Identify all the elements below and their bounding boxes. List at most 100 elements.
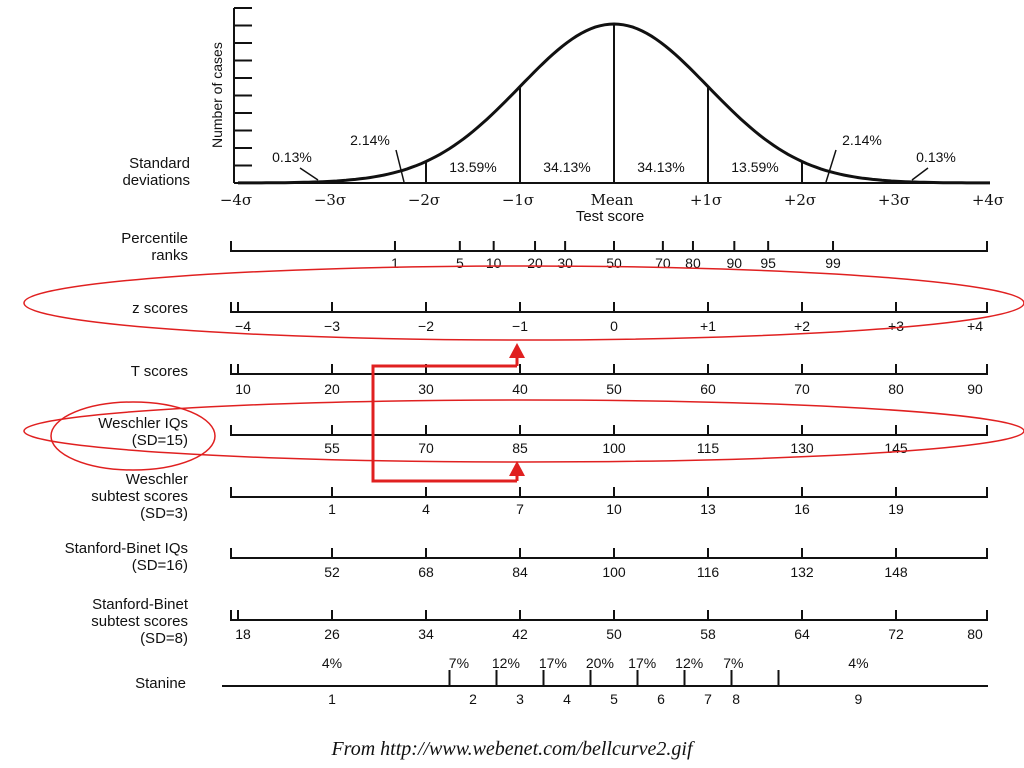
- tail-percent: 2.14%: [842, 132, 882, 148]
- sigma-label: −3σ: [314, 191, 346, 209]
- scale-tick-label: 145: [884, 440, 908, 456]
- scale-tick-label: 90: [967, 381, 983, 397]
- scale-tick-label: 30: [557, 255, 573, 271]
- scale-tick-label: 1: [328, 501, 336, 517]
- pointer-arrow: [911, 167, 929, 181]
- sigma-label: −2σ: [408, 191, 440, 209]
- sigma-label: +2σ: [784, 191, 816, 209]
- scale-tick-label: 42: [512, 626, 528, 642]
- scale-row-label: z scores: [132, 300, 188, 317]
- scale-tick-label: +1: [700, 318, 716, 334]
- sigma-label: Mean: [591, 191, 634, 209]
- scale-tick-label: 80: [685, 255, 701, 271]
- scale-tick-label: 52: [324, 564, 340, 580]
- sd-row-label: Standard: [129, 155, 190, 172]
- scale-row-label: (SD=15): [132, 432, 188, 449]
- scale-row-label: (SD=16): [132, 557, 188, 574]
- scale-tick-label: 64: [794, 626, 810, 642]
- scale-z: −4 −3 −2 −1 0 +1 +2 +3 +4 z scores: [132, 300, 988, 334]
- scale-row-label: subtest scores: [91, 488, 188, 505]
- scale-tick-label: 85: [512, 440, 528, 456]
- stanine-value: 2: [469, 691, 477, 707]
- stanine-value: 1: [328, 691, 336, 707]
- sigma-label: +3σ: [878, 191, 910, 209]
- scale-row-label: Weschler IQs: [98, 415, 188, 432]
- stanine-percent: 20%: [586, 655, 614, 671]
- scale-row-label: T scores: [131, 363, 188, 380]
- tail-percent: 2.14%: [350, 132, 390, 148]
- scale-row-label: (SD=3): [140, 505, 188, 522]
- scale-tick-label: 50: [606, 255, 622, 271]
- scale-tick-label: 132: [790, 564, 814, 580]
- stanine-percent: 17%: [539, 655, 567, 671]
- wechsler-label-highlight-ellipse: [50, 401, 216, 471]
- scale-sb-iq: 52 68 84 100 116 132 148 Stanford-Binet IQs(SD=…: [65, 540, 988, 580]
- stanine-percent: 12%: [492, 655, 520, 671]
- scale-row-label: Percentile: [121, 230, 188, 247]
- scale-tick-label: 20: [527, 255, 543, 271]
- stanine-value: 9: [855, 691, 863, 707]
- scale-tick-label: 70: [418, 440, 434, 456]
- scale-tick-label: 1: [391, 255, 399, 271]
- scale-tick-label: 90: [727, 255, 743, 271]
- scale-tick-label: 50: [606, 381, 622, 397]
- scale-tick-label: 34: [418, 626, 434, 642]
- scale-tick-label: 55: [324, 440, 340, 456]
- stanine-percent: 4%: [848, 655, 868, 671]
- scale-tick-label: 60: [700, 381, 716, 397]
- scale-tick-label: 50: [606, 626, 622, 642]
- scale-sb-subtest: 18 26 34 42 50 58 64 72 80 Stanford-Binetsubtest …: [91, 596, 988, 647]
- scale-tick-label: 4: [422, 501, 430, 517]
- scale-tick-label: 10: [486, 255, 502, 271]
- area-percent: 34.13%: [543, 159, 590, 175]
- scale-tick-label: 80: [967, 626, 983, 642]
- tail-percent: 0.13%: [916, 149, 956, 165]
- scale-tick-label: −4: [235, 318, 251, 334]
- scale-tick-label: 70: [655, 255, 671, 271]
- stanine-percent: 7%: [723, 655, 743, 671]
- stanine-percent: 7%: [449, 655, 469, 671]
- scale-wechsler-iq: 55 70 85 100 115 130 145 Weschler IQs(SD=15): [98, 415, 988, 456]
- scale-tick-label: +2: [794, 318, 810, 334]
- scale-tick-label: 19: [888, 501, 904, 517]
- sigma-label: −1σ: [502, 191, 534, 209]
- scale-tick-label: 130: [790, 440, 814, 456]
- scale-tick-label: 30: [418, 381, 434, 397]
- x-axis-label: Test score: [576, 208, 644, 225]
- red-annotations: [23, 265, 1024, 483]
- scale-tick-label: 148: [884, 564, 908, 580]
- scale-row-label: (SD=8): [140, 630, 188, 647]
- arrow-up-iq: [509, 461, 525, 476]
- pointer-arrow: [825, 149, 837, 183]
- stanine-percent: 4%: [322, 655, 342, 671]
- scale-tick-label: 115: [697, 440, 720, 456]
- scale-tick-label: 80: [888, 381, 904, 397]
- scale-tick-label: 18: [235, 626, 251, 642]
- scale-tick-label: 58: [700, 626, 716, 642]
- scale-tick-label: 10: [235, 381, 251, 397]
- scale-row-label: Stanford-Binet: [92, 596, 189, 613]
- arrow-up-z: [509, 343, 525, 358]
- scale-tick-label: 99: [825, 255, 841, 271]
- sigma-label: +4σ: [972, 191, 1004, 209]
- pointer-arrow: [299, 167, 319, 181]
- stanine-value: 8: [732, 691, 740, 707]
- scale-tick-label: 40: [512, 381, 528, 397]
- stanine-percent: 17%: [628, 655, 656, 671]
- scale-tick-label: 116: [697, 564, 720, 580]
- stanine-value: 6: [657, 691, 665, 707]
- scale-tick-label: 68: [418, 564, 434, 580]
- scale-tick-label: −2: [418, 318, 434, 334]
- area-percent: 13.59%: [449, 159, 496, 175]
- stanine-percent: 12%: [675, 655, 703, 671]
- stanine-value: 5: [610, 691, 618, 707]
- stanine-value: 7: [704, 691, 712, 707]
- scale-tick-label: 95: [760, 255, 776, 271]
- stanine-value: 4: [563, 691, 571, 707]
- y-axis-label: Number of cases: [209, 42, 225, 148]
- stanine-value: 3: [516, 691, 524, 707]
